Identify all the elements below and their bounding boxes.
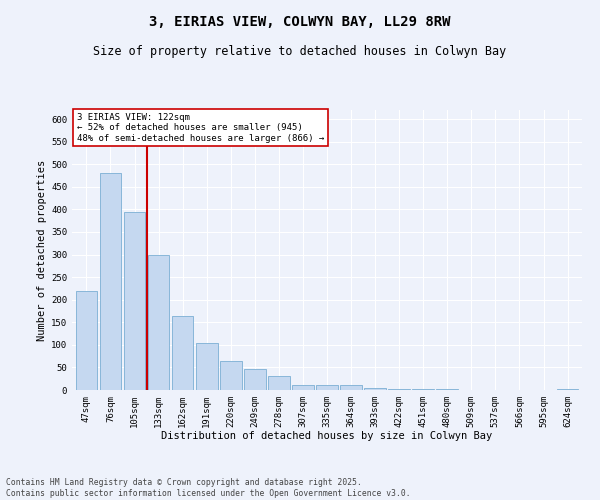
Bar <box>220 360 242 390</box>
Bar <box>557 389 578 390</box>
Bar <box>76 290 97 390</box>
X-axis label: Distribution of detached houses by size in Colwyn Bay: Distribution of detached houses by size … <box>161 432 493 442</box>
Bar <box>124 212 145 390</box>
Bar <box>316 386 338 390</box>
Bar <box>340 386 362 390</box>
Bar <box>100 173 121 390</box>
Bar <box>388 388 410 390</box>
Text: 3, EIRIAS VIEW, COLWYN BAY, LL29 8RW: 3, EIRIAS VIEW, COLWYN BAY, LL29 8RW <box>149 15 451 29</box>
Bar <box>148 254 169 390</box>
Text: Contains HM Land Registry data © Crown copyright and database right 2025.
Contai: Contains HM Land Registry data © Crown c… <box>6 478 410 498</box>
Y-axis label: Number of detached properties: Number of detached properties <box>37 160 47 340</box>
Bar <box>268 376 290 390</box>
Bar <box>244 369 266 390</box>
Bar <box>172 316 193 390</box>
Bar <box>436 389 458 390</box>
Bar <box>412 388 434 390</box>
Text: Size of property relative to detached houses in Colwyn Bay: Size of property relative to detached ho… <box>94 45 506 58</box>
Bar <box>196 342 218 390</box>
Bar <box>292 386 314 390</box>
Text: 3 EIRIAS VIEW: 122sqm
← 52% of detached houses are smaller (945)
48% of semi-det: 3 EIRIAS VIEW: 122sqm ← 52% of detached … <box>77 113 325 142</box>
Bar <box>364 388 386 390</box>
